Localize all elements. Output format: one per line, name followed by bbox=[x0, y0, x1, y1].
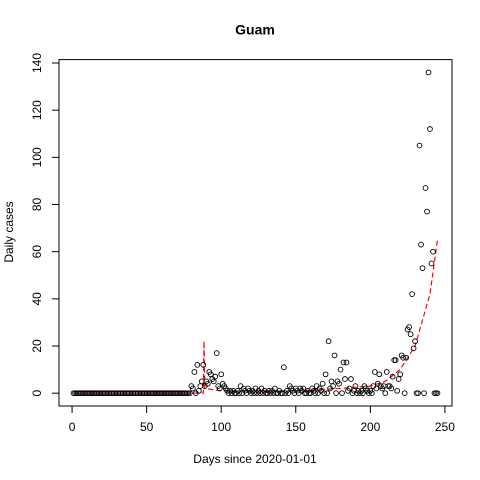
x-tick-label: 250 bbox=[435, 420, 455, 434]
data-point bbox=[401, 390, 408, 397]
x-tick-label: 100 bbox=[211, 420, 231, 434]
data-point bbox=[194, 362, 201, 368]
data-point bbox=[427, 126, 433, 132]
data-point bbox=[312, 390, 319, 397]
data-point bbox=[407, 331, 414, 338]
data-point bbox=[397, 371, 404, 378]
data-point bbox=[336, 380, 342, 387]
data-point bbox=[348, 376, 354, 382]
data-point bbox=[406, 324, 412, 330]
data-point bbox=[400, 354, 406, 361]
data-point bbox=[279, 390, 286, 397]
data-point bbox=[352, 383, 359, 389]
data-point bbox=[410, 345, 417, 352]
y-tick-label: 100 bbox=[30, 147, 44, 167]
data-point bbox=[409, 291, 415, 297]
data-point bbox=[430, 248, 436, 255]
data-point bbox=[331, 352, 338, 359]
data-point bbox=[416, 142, 423, 149]
y-tick-label: 120 bbox=[30, 100, 44, 120]
data-point bbox=[376, 371, 383, 378]
data-point bbox=[200, 362, 207, 368]
data-point bbox=[280, 364, 287, 371]
chart-title: Guam bbox=[235, 22, 275, 38]
data-point bbox=[394, 387, 401, 394]
data-point bbox=[371, 369, 378, 375]
plot-box bbox=[58, 59, 453, 407]
data-point bbox=[325, 338, 332, 345]
data-point bbox=[322, 371, 329, 378]
data-point bbox=[343, 359, 350, 366]
data-point bbox=[346, 385, 353, 392]
data-point bbox=[383, 369, 390, 375]
data-point bbox=[236, 390, 242, 397]
x-axis-label: Days since 2020-01-01 bbox=[193, 452, 317, 466]
data-point bbox=[368, 390, 375, 397]
data-point bbox=[218, 371, 225, 378]
data-point bbox=[388, 385, 395, 392]
data-point bbox=[421, 390, 427, 397]
x-tick-label: 200 bbox=[360, 420, 380, 434]
data-point bbox=[330, 383, 336, 389]
y-tick-label: 20 bbox=[30, 339, 44, 353]
data-point bbox=[328, 378, 335, 385]
x-tick-label: 0 bbox=[69, 420, 76, 434]
data-point bbox=[319, 380, 326, 387]
data-point bbox=[339, 390, 345, 397]
data-point bbox=[412, 338, 418, 345]
data-point bbox=[428, 260, 435, 267]
data-point bbox=[212, 373, 219, 380]
data-point bbox=[418, 241, 424, 248]
data-point bbox=[425, 69, 432, 76]
data-point bbox=[187, 390, 193, 397]
data-point bbox=[213, 350, 220, 356]
data-point bbox=[389, 373, 396, 380]
data-point bbox=[403, 354, 409, 361]
x-tick-label: 150 bbox=[286, 420, 306, 434]
y-tick-label: 140 bbox=[30, 53, 44, 73]
y-tick-label: 40 bbox=[30, 292, 44, 306]
data-point bbox=[285, 390, 292, 397]
data-point bbox=[424, 208, 430, 215]
data-point bbox=[382, 390, 389, 397]
y-tick-label: 60 bbox=[30, 245, 44, 259]
data-point bbox=[216, 385, 223, 392]
data-point bbox=[419, 265, 426, 272]
data-point bbox=[422, 185, 429, 191]
fit-line bbox=[73, 239, 439, 394]
data-point bbox=[191, 369, 198, 375]
data-point bbox=[392, 357, 399, 364]
data-point bbox=[204, 380, 211, 387]
data-point bbox=[342, 376, 348, 382]
y-axis-label: Daily cases bbox=[2, 201, 16, 262]
data-point bbox=[333, 390, 339, 397]
data-point bbox=[395, 376, 402, 382]
y-tick-label: 0 bbox=[30, 390, 44, 397]
data-point bbox=[340, 359, 347, 366]
data-point bbox=[360, 390, 366, 397]
data-point bbox=[321, 390, 327, 397]
x-tick-label: 50 bbox=[140, 420, 154, 434]
data-point bbox=[190, 385, 196, 392]
data-point bbox=[337, 366, 344, 373]
data-point bbox=[324, 390, 330, 397]
y-tick-label: 80 bbox=[30, 198, 44, 212]
data-point bbox=[415, 390, 421, 397]
data-point bbox=[434, 390, 441, 397]
